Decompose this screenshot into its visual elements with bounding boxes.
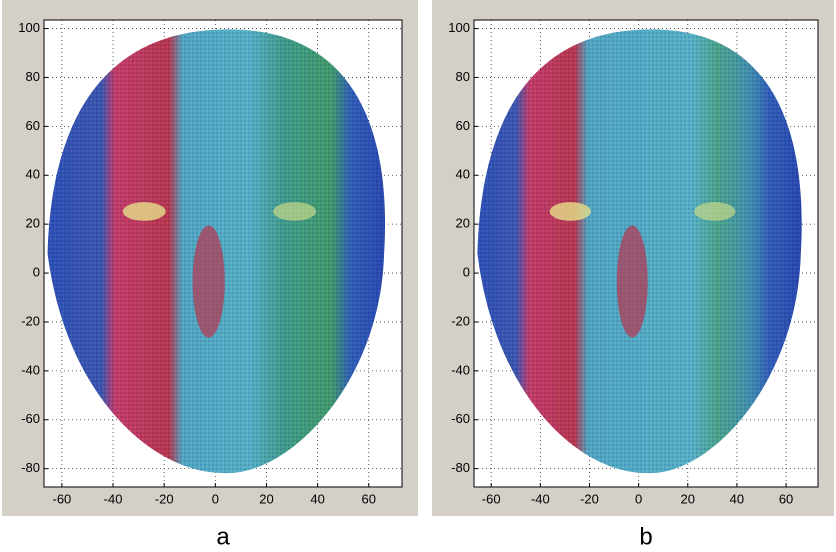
panel: -60 -40 -20 0 20 40 60 -80 -60 -40 -20 0 20 40 60 80 100… [2, 0, 418, 550]
y-tick-label: -20 [451, 313, 470, 328]
x-tick-label: 40 [310, 491, 324, 506]
x-tick-label: 20 [681, 491, 695, 506]
y-tick-label: 0 [33, 264, 40, 279]
y-tick-label: 60 [456, 118, 470, 133]
x-tick-label: -20 [155, 491, 174, 506]
y-tick-label: -40 [451, 362, 470, 377]
x-tick-label: 40 [730, 491, 744, 506]
y-tick-label: 40 [26, 167, 40, 182]
y-tick-label: 40 [456, 167, 470, 182]
y-tick-label: 20 [26, 216, 40, 231]
y-tick-label: -60 [21, 411, 40, 426]
y-tick-label: 60 [26, 118, 40, 133]
panel-caption: a [216, 523, 230, 550]
y-tick-label: -40 [21, 362, 40, 377]
y-tick-label: 80 [26, 69, 40, 84]
y-tick-label: 100 [18, 20, 40, 35]
panel-caption: b [639, 523, 652, 550]
x-tick-label: 0 [635, 491, 642, 506]
x-tick-label: 0 [212, 491, 219, 506]
y-tick-label: 100 [448, 20, 470, 35]
y-tick-label: -80 [21, 460, 40, 475]
panel: -60 -40 -20 0 20 40 60 -80 -60 -40 -20 0 20 40 60 80 100… [432, 0, 834, 550]
nose-shadow [616, 225, 648, 338]
x-tick-label: -60 [482, 491, 501, 506]
x-tick-label: 60 [779, 491, 793, 506]
x-tick-label: -40 [531, 491, 550, 506]
x-tick-label: -20 [580, 491, 599, 506]
x-tick-label: -60 [53, 491, 72, 506]
eye [122, 202, 166, 221]
y-tick-label: -20 [21, 313, 40, 328]
x-tick-label: -40 [104, 491, 123, 506]
x-tick-label: 60 [362, 491, 376, 506]
axes-box [43, 19, 403, 488]
eye [694, 202, 736, 221]
x-tick-label: 20 [259, 491, 273, 506]
nose-shadow [192, 225, 225, 338]
axes-box [473, 19, 819, 488]
eye [273, 202, 317, 221]
y-tick-label: -60 [451, 411, 470, 426]
y-tick-label: 0 [463, 264, 470, 279]
eye [549, 202, 591, 221]
y-tick-label: 20 [456, 216, 470, 231]
y-tick-label: -80 [451, 460, 470, 475]
y-tick-label: 80 [456, 69, 470, 84]
